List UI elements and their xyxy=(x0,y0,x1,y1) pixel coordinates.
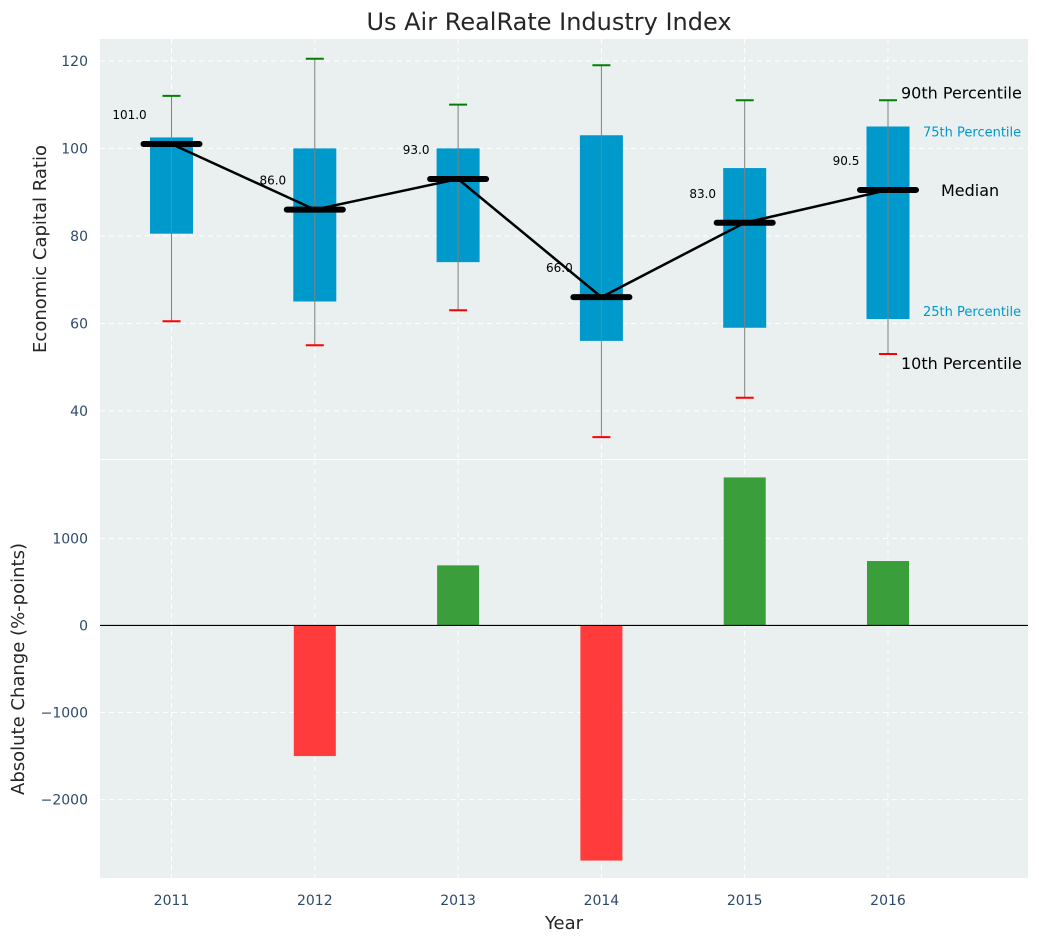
bottom-y-ticks: −2000 −1000 0 1000 xyxy=(41,531,88,808)
top-y-tick-label: 80 xyxy=(70,229,88,245)
bar-2012 xyxy=(293,625,336,757)
bar-2013 xyxy=(437,565,480,626)
top-y-tick-label: 60 xyxy=(70,316,88,332)
bottom-y-tick-label: 1000 xyxy=(52,531,88,547)
x-tick-label: 2013 xyxy=(440,893,476,909)
bar-2016 xyxy=(867,561,909,626)
annotation-median: Median xyxy=(941,181,999,200)
bottom-marks xyxy=(100,477,1028,861)
median-value-label-2014: 66.0 xyxy=(546,261,573,275)
x-tick-label: 2011 xyxy=(154,893,190,909)
bar-2014 xyxy=(580,625,623,861)
median-value-label-2015: 83.0 xyxy=(689,187,716,201)
bar-2015 xyxy=(723,477,766,626)
median-value-label-2012: 86.0 xyxy=(259,174,286,188)
top-y-tick-label: 100 xyxy=(61,141,88,157)
bottom-y-tick-label: −2000 xyxy=(41,793,88,809)
x-tick-label: 2015 xyxy=(727,893,763,909)
median-value-label-2011: 101.0 xyxy=(112,108,146,122)
annotation-10th-percentile: 10th Percentile xyxy=(901,354,1022,373)
chart-title: Us Air RealRate Industry Index xyxy=(366,8,731,36)
bottom-y-tick-label: −1000 xyxy=(41,706,88,722)
bottom-panel: −2000 −1000 0 1000 Absolute Change (%-point… xyxy=(8,460,1028,878)
x-tick-label: 2014 xyxy=(584,893,620,909)
x-ticks: 2011 2012 2013 2014 2015 2016 xyxy=(154,893,906,909)
top-y-tick-label: 40 xyxy=(70,404,88,420)
annotation-25th-percentile: 25th Percentile xyxy=(923,305,1021,320)
top-y-ticks: 40 60 80 100 120 xyxy=(61,54,88,420)
bottom-y-tick-label: 0 xyxy=(79,618,88,634)
top-y-tick-label: 120 xyxy=(61,54,88,70)
annotation-90th-percentile: 90th Percentile xyxy=(901,83,1022,102)
x-axis-label: Year xyxy=(544,913,584,934)
median-value-label-2013: 93.0 xyxy=(403,143,430,157)
x-tick-label: 2012 xyxy=(297,893,333,909)
top-y-axis-label: Economic Capital Ratio xyxy=(30,145,51,353)
median-line xyxy=(170,142,889,299)
top-annotations: 90th Percentile 75th Percentile Median 25th… xyxy=(901,83,1022,373)
median-value-label-2016: 90.5 xyxy=(833,154,860,168)
top-panel: 40 60 80 100 120 101.0 86.0 93.0 66.0 83.0 90.5 9… xyxy=(30,39,1028,459)
top-marks: 101.0 86.0 93.0 66.0 83.0 90.5 xyxy=(112,57,919,439)
bottom-y-axis-label: Absolute Change (%-points) xyxy=(8,543,29,795)
x-tick-label: 2016 xyxy=(870,893,906,909)
annotation-75th-percentile: 75th Percentile xyxy=(923,126,1021,141)
bottom-plot-area xyxy=(100,460,1028,878)
